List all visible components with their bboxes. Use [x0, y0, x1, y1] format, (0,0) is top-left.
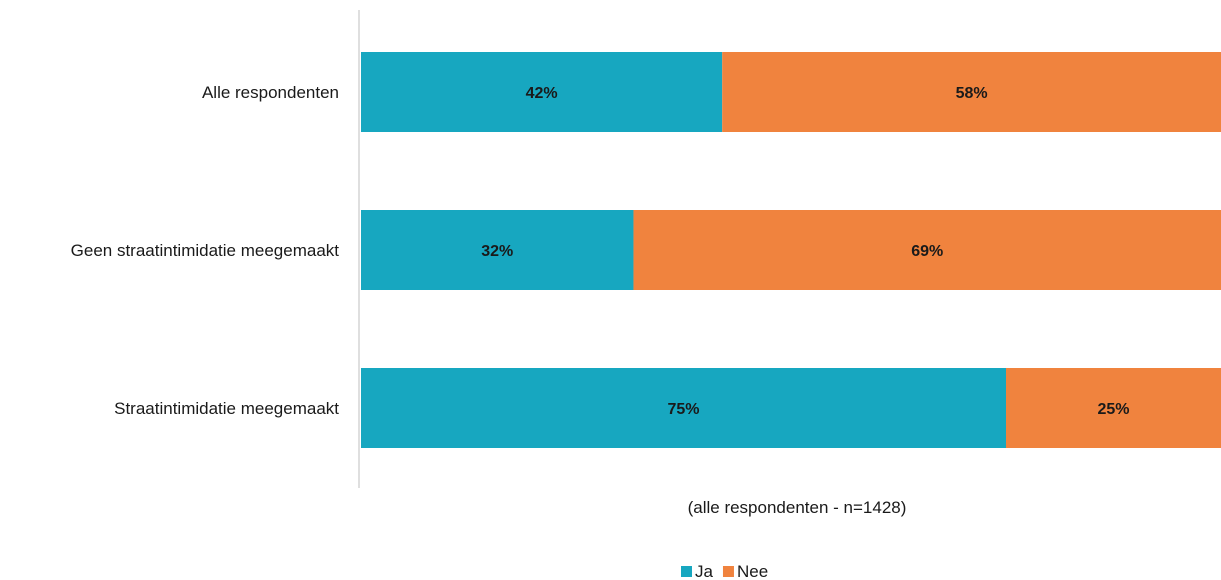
data-label: 75%	[667, 401, 699, 418]
bar-nee	[1006, 368, 1221, 448]
category-label: Geen straatintimidatie meegemaakt	[71, 241, 340, 260]
category-labels: Alle respondenten Geen straatintimidatie …	[71, 83, 340, 418]
legend-swatch-nee	[722, 566, 734, 577]
legend-label-ja: Ja	[695, 562, 714, 580]
bar-ja	[361, 52, 723, 132]
bar-ja	[361, 368, 1006, 448]
bar-ja	[361, 210, 634, 290]
legend-label-nee: Nee	[737, 562, 768, 580]
bar-nee	[722, 52, 1221, 132]
data-label: 69%	[911, 243, 943, 260]
category-label: Straatintimidatie meegemaakt	[114, 399, 339, 418]
legend: Ja Nee	[681, 562, 768, 580]
bar-nee	[633, 210, 1221, 290]
data-label: 25%	[1097, 401, 1129, 418]
data-label: 32%	[481, 243, 513, 260]
x-axis-note: (alle respondenten - n=1428)	[688, 498, 907, 517]
category-label: Alle respondenten	[202, 83, 339, 102]
bars-group: 42% 58% 32% 69% 75% 25%	[361, 52, 1221, 448]
data-label: 58%	[956, 85, 988, 102]
legend-swatch-ja	[681, 566, 692, 577]
data-label: 42%	[526, 85, 558, 102]
